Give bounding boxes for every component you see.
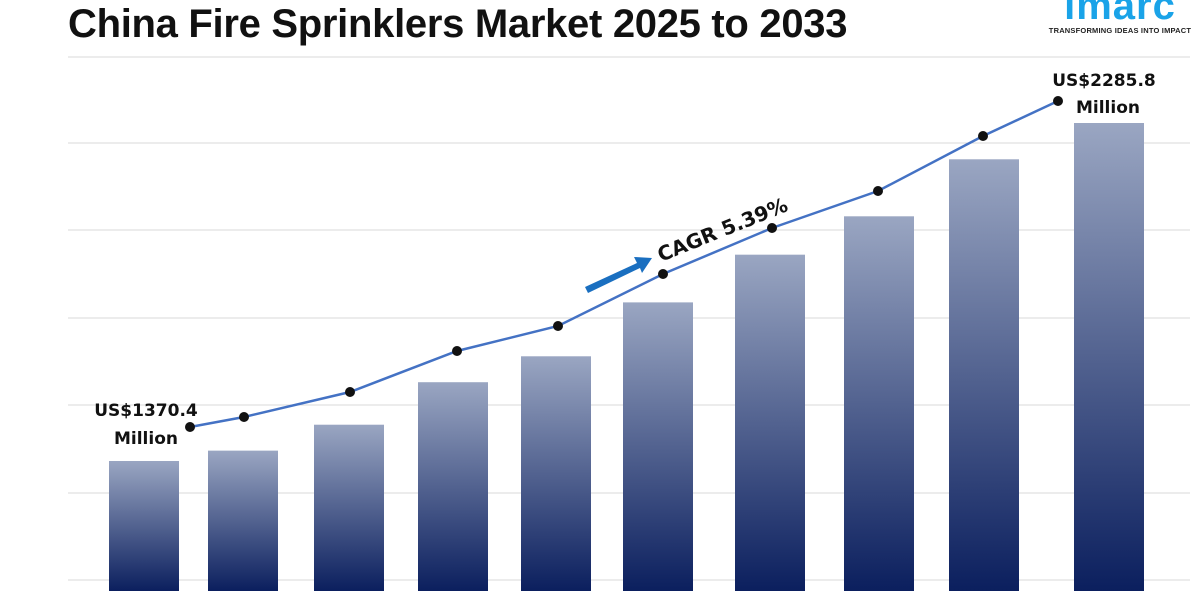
data-point (767, 222, 777, 233)
cagr-arrow (585, 257, 652, 293)
chart-title: China Fire Sprinklers Market 2025 to 203… (68, 2, 848, 46)
data-point (553, 321, 563, 332)
bar (735, 254, 805, 591)
trend-line (185, 96, 1063, 432)
bar (521, 356, 591, 591)
end-value-label: US$2285.8 (1052, 71, 1155, 91)
data-point (239, 411, 249, 422)
bar (418, 382, 488, 591)
bar (208, 450, 278, 591)
bars (109, 123, 1144, 591)
trend-line-path (189, 99, 1059, 429)
bar (844, 216, 914, 591)
data-point (185, 422, 195, 432)
bar (623, 302, 693, 591)
logo-tagline: TRANSFORMING IDEAS INTO IMPACT (1048, 26, 1192, 35)
data-point (978, 131, 988, 142)
logo-brand: imarc (1064, 0, 1176, 28)
data-point (345, 386, 355, 397)
end-unit-label: Million (1076, 98, 1140, 118)
bar (1074, 123, 1144, 591)
data-point (873, 185, 883, 196)
bar (314, 424, 384, 591)
imarc-logo: imarc TRANSFORMING IDEAS INTO IMPACT (1040, 0, 1200, 35)
bar (949, 159, 1019, 591)
data-point (1053, 96, 1063, 106)
data-point (658, 269, 668, 280)
start-unit-label: Million (114, 429, 178, 449)
start-value-label: US$1370.4 (94, 401, 198, 421)
data-point (452, 346, 462, 357)
bar (109, 461, 179, 591)
